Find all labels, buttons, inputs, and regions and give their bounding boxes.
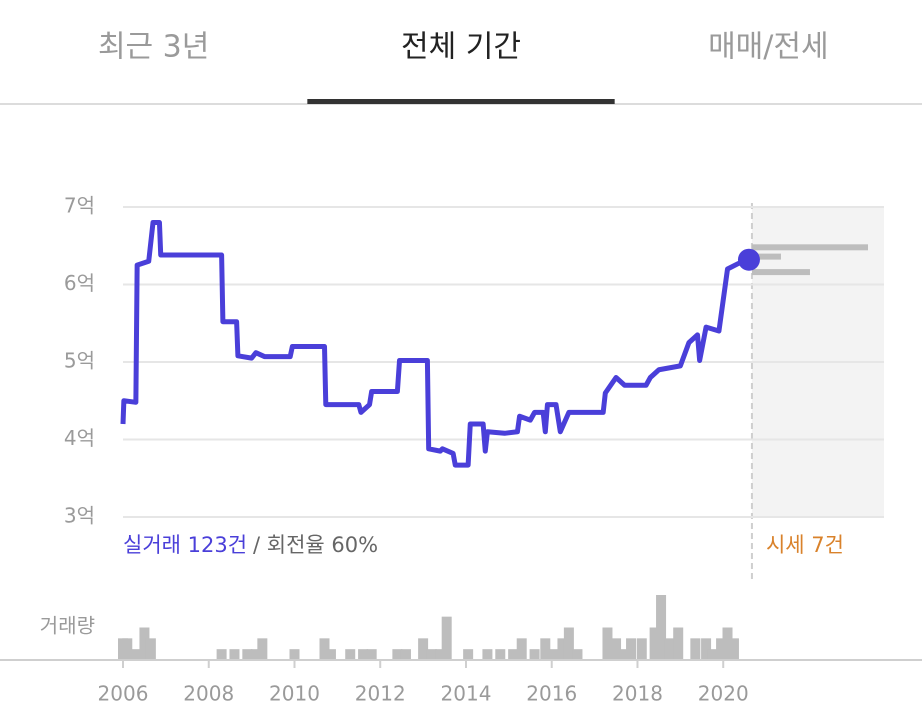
trade-count: 실거래 123건 [123,533,247,557]
x-tick-label: 2010 [269,682,320,706]
volume-bar [257,638,268,660]
volume-bar [441,616,452,660]
volume-bar [418,638,429,660]
volume-bar [701,638,712,660]
price-line [120,220,750,468]
volume-bar [529,649,540,660]
volume-bar [392,649,403,660]
volume-bar [548,649,559,660]
volume-bar [130,649,141,660]
volume-bar [572,649,583,660]
volume-bar [216,649,227,660]
volume-bar [557,638,568,660]
tab[interactable]: 매매/전세 [708,30,829,65]
tab[interactable]: 전체 기간 [401,30,521,65]
volume-bar [145,638,156,660]
x-tick-label: 2020 [698,682,749,706]
volume-bar [664,638,675,660]
volume-bar [366,649,377,660]
market-price-bar [751,269,810,276]
y-tick-label: 6억 [64,271,95,295]
x-tick-label: 2018 [612,682,663,706]
volume-bar [707,649,718,660]
volume-bar [358,649,369,660]
volume-bar [250,649,261,660]
volume-bar [611,638,622,660]
x-tick-label: 2012 [355,682,406,706]
volume-bar [626,638,637,660]
volume-bar [563,627,574,660]
volume-label: 거래량 [40,614,95,638]
volume-bar [463,649,474,660]
turnover: / 회전율 60% [253,533,378,557]
volume-bar [242,649,253,660]
tab[interactable]: 최근 3년 [98,30,209,65]
volume-bar [716,638,727,660]
volume-bar [508,649,519,660]
volume-bar [728,638,739,660]
volume-bar [139,627,150,660]
volume-bar [319,638,330,660]
volume-bar [619,649,630,660]
tab-indicator [307,99,615,104]
x-tick-label: 2016 [526,682,577,706]
volume-bar [122,638,133,660]
x-tick-label: 2008 [183,682,234,706]
y-tick-label: 7억 [64,194,95,218]
volume-bar [636,638,647,660]
volume-bar [722,627,733,660]
x-tick-label: 2014 [441,682,492,706]
x-tick-label: 2006 [98,682,149,706]
volume-bar [345,649,356,660]
y-tick-label: 3억 [64,504,95,528]
y-tick-label: 5억 [64,349,95,373]
volume-bar [400,649,411,660]
market-count: 시세 7건 [766,533,844,557]
market-price-bar [751,253,781,260]
volume-bar [435,649,446,660]
y-tick-label: 4억 [64,426,95,450]
volume-bar [540,638,551,660]
volume-bar [289,649,300,660]
volume-bar [602,627,613,660]
volume-bar [673,627,684,660]
volume-bar [325,649,336,660]
volume-bar [516,638,527,660]
volume-bar [495,649,506,660]
market-price-bar [751,244,868,251]
volume-bar [229,649,240,660]
volume-bar [690,638,701,660]
volume-bar [656,595,667,660]
volume-bar [649,627,660,660]
volume-bar [426,649,437,660]
latest-point [737,248,760,271]
volume-bar [482,649,493,660]
